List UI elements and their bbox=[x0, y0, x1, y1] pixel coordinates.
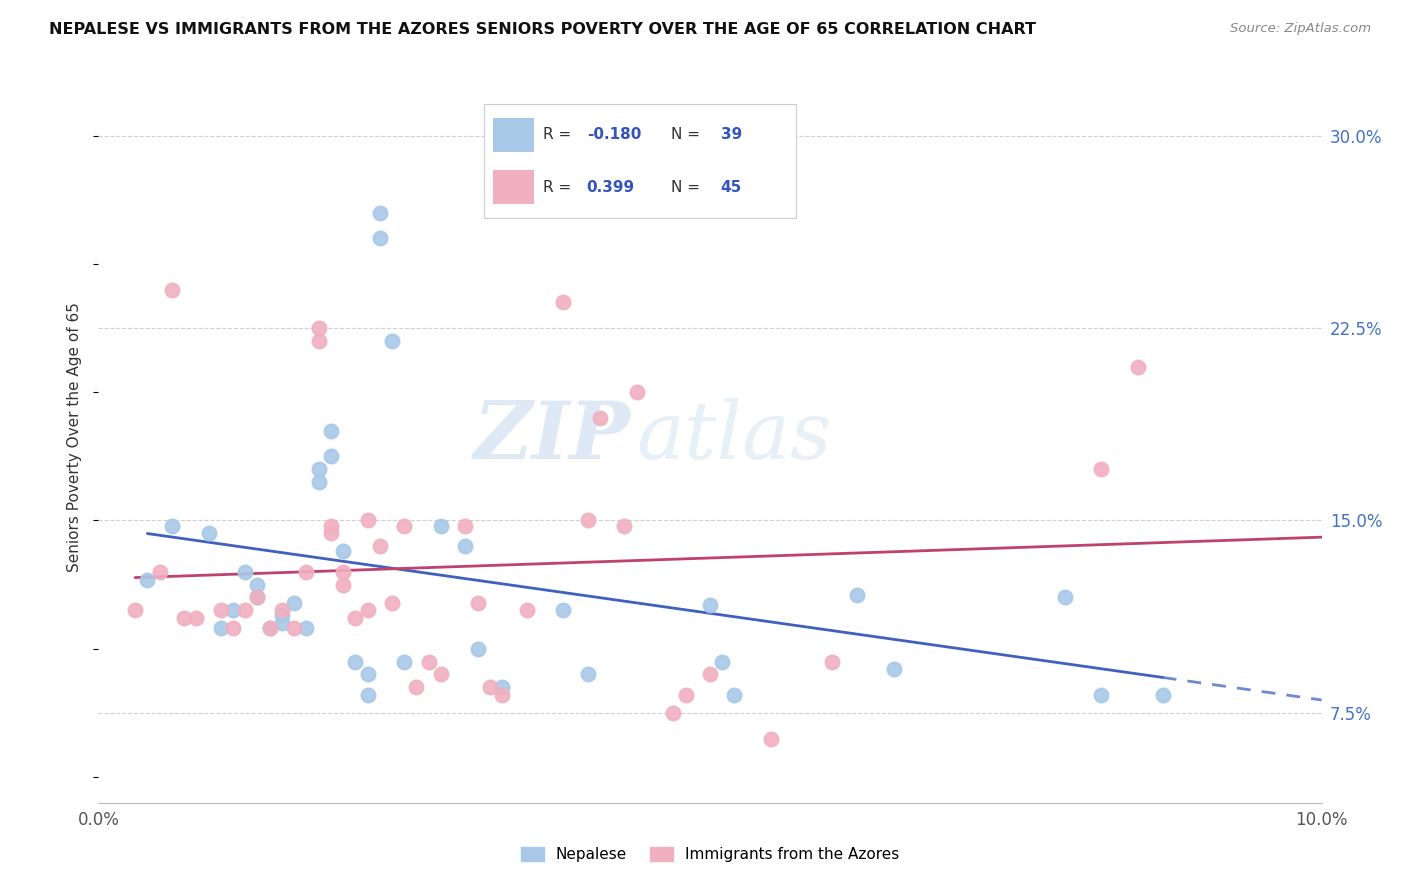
Point bbox=[430, 667, 453, 681]
Point bbox=[368, 205, 391, 219]
Point bbox=[308, 475, 330, 489]
Point bbox=[209, 603, 232, 617]
Point bbox=[553, 295, 575, 310]
Point bbox=[675, 688, 697, 702]
Point bbox=[613, 518, 636, 533]
Point bbox=[246, 577, 269, 591]
Text: ZIP: ZIP bbox=[474, 399, 630, 475]
Point bbox=[319, 450, 342, 464]
Point bbox=[344, 655, 367, 669]
Point bbox=[295, 621, 318, 635]
Point bbox=[699, 598, 721, 612]
Point bbox=[467, 596, 489, 610]
Point bbox=[356, 667, 378, 681]
Point bbox=[319, 424, 342, 438]
Point bbox=[405, 681, 427, 695]
Point bbox=[246, 591, 269, 605]
Point bbox=[356, 603, 378, 617]
Point bbox=[332, 544, 354, 558]
Point bbox=[295, 565, 318, 579]
Point bbox=[392, 655, 416, 669]
Point bbox=[723, 688, 745, 702]
Point bbox=[589, 410, 612, 425]
Text: NEPALESE VS IMMIGRANTS FROM THE AZORES SENIORS POVERTY OVER THE AGE OF 65 CORREL: NEPALESE VS IMMIGRANTS FROM THE AZORES S… bbox=[49, 22, 1036, 37]
Legend: Nepalese, Immigrants from the Azores: Nepalese, Immigrants from the Azores bbox=[515, 841, 905, 868]
Point bbox=[308, 321, 330, 335]
Point bbox=[308, 462, 330, 476]
Point bbox=[1090, 688, 1112, 702]
Point bbox=[368, 539, 391, 553]
Point bbox=[270, 608, 292, 623]
Point bbox=[516, 603, 538, 617]
Point bbox=[344, 611, 367, 625]
Point bbox=[576, 514, 599, 528]
Point bbox=[356, 514, 378, 528]
Point bbox=[149, 565, 172, 579]
Point bbox=[845, 588, 868, 602]
Point bbox=[699, 667, 721, 681]
Point bbox=[222, 603, 245, 617]
Point bbox=[160, 518, 183, 533]
Point bbox=[186, 611, 208, 625]
Point bbox=[1090, 462, 1112, 476]
Point bbox=[1128, 359, 1150, 374]
Point bbox=[270, 603, 292, 617]
Point bbox=[136, 573, 159, 587]
Point bbox=[319, 526, 342, 541]
Point bbox=[759, 731, 782, 746]
Point bbox=[332, 577, 354, 591]
Point bbox=[491, 681, 513, 695]
Point bbox=[467, 641, 489, 656]
Point bbox=[392, 518, 416, 533]
Point bbox=[332, 565, 354, 579]
Point bbox=[553, 603, 575, 617]
Text: Source: ZipAtlas.com: Source: ZipAtlas.com bbox=[1230, 22, 1371, 36]
Point bbox=[491, 688, 513, 702]
Point bbox=[1053, 591, 1076, 605]
Point bbox=[283, 621, 305, 635]
Point bbox=[233, 603, 256, 617]
Point bbox=[259, 621, 281, 635]
Point bbox=[821, 655, 844, 669]
Point bbox=[356, 688, 378, 702]
Point bbox=[418, 655, 440, 669]
Point bbox=[454, 518, 477, 533]
Point bbox=[381, 334, 404, 348]
Point bbox=[270, 616, 292, 631]
Point bbox=[197, 526, 219, 541]
Point bbox=[173, 611, 195, 625]
Point bbox=[160, 283, 183, 297]
Point bbox=[368, 231, 391, 245]
Point bbox=[308, 334, 330, 348]
Point bbox=[233, 565, 256, 579]
Point bbox=[259, 621, 281, 635]
Point bbox=[626, 385, 648, 400]
Point bbox=[124, 603, 146, 617]
Point bbox=[883, 662, 905, 676]
Point bbox=[381, 596, 404, 610]
Point bbox=[711, 655, 734, 669]
Point bbox=[283, 596, 305, 610]
Point bbox=[319, 518, 342, 533]
Point bbox=[1152, 688, 1174, 702]
Point bbox=[662, 706, 685, 720]
Point bbox=[209, 621, 232, 635]
Point bbox=[246, 591, 269, 605]
Text: atlas: atlas bbox=[637, 399, 832, 475]
Point bbox=[430, 518, 453, 533]
Y-axis label: Seniors Poverty Over the Age of 65: Seniors Poverty Over the Age of 65 bbox=[67, 302, 83, 572]
Point bbox=[222, 621, 245, 635]
Point bbox=[576, 667, 599, 681]
Point bbox=[478, 681, 501, 695]
Point bbox=[454, 539, 477, 553]
